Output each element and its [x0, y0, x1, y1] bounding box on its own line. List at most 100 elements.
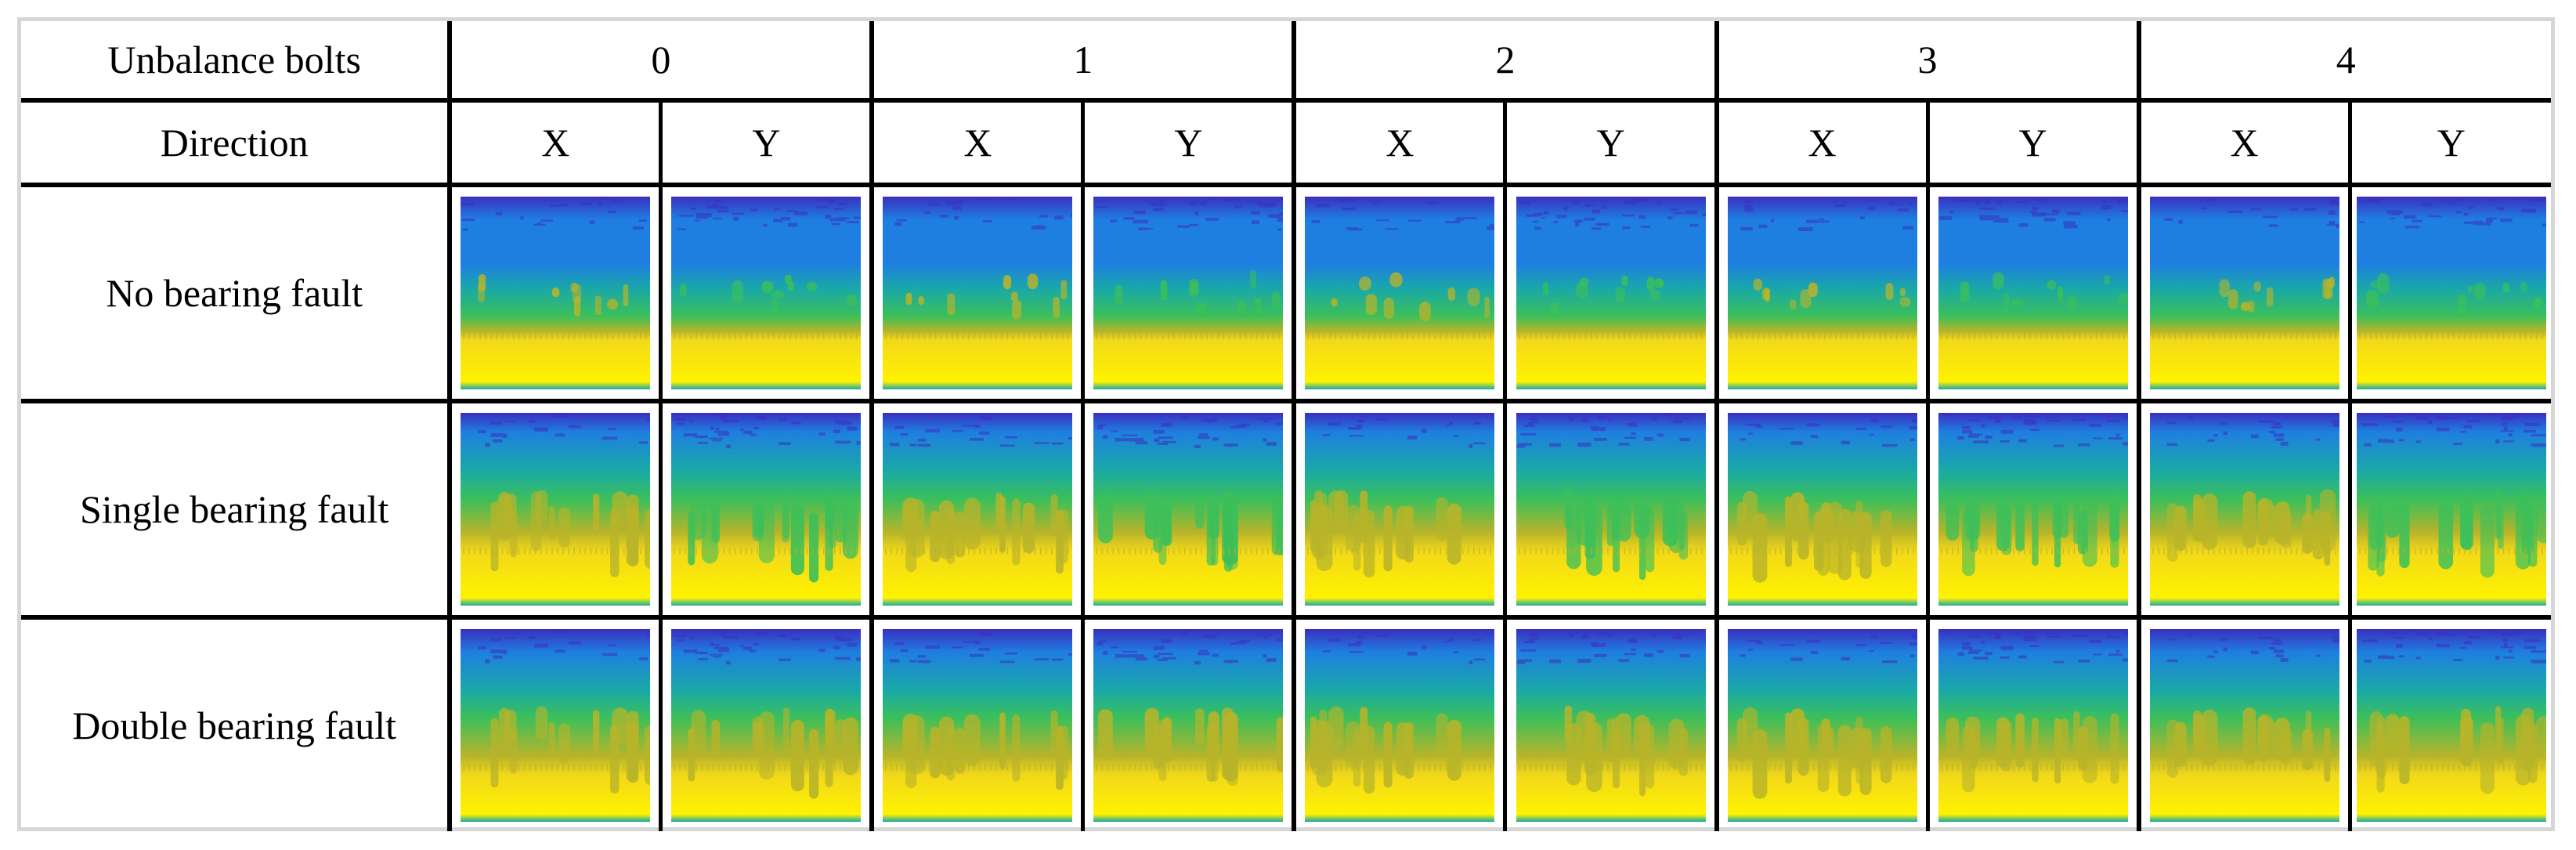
spectrogram-streaks: [1946, 711, 2119, 793]
spectrogram-cell: [659, 401, 873, 620]
spectrogram-streaks: [688, 491, 858, 583]
spectrogram-streaks: [1098, 490, 1284, 572]
spectrogram-noise: [894, 197, 1073, 230]
spectrogram-streaks: [1542, 275, 1664, 320]
spectrogram-noise: [1095, 197, 1284, 231]
direction-y: Y: [1925, 100, 2139, 187]
spectrogram-comb: [885, 764, 1070, 771]
row-label-double-bearing-fault: Double bearing fault: [72, 704, 397, 747]
direction-x: X: [1714, 100, 1928, 187]
bolt-count-1: 1: [869, 21, 1295, 103]
spectrogram-image: [1938, 629, 2128, 822]
spectrogram-image: [1938, 197, 2128, 389]
spectrogram-streaks: [902, 492, 1068, 574]
spectrogram-streaks: [2368, 490, 2546, 578]
spectrogram-image: [883, 413, 1073, 606]
spectrogram-noise: [1323, 413, 1495, 448]
spectrogram-cell: [2347, 617, 2551, 831]
spectrogram-image: [461, 197, 651, 389]
spectrogram-image: [1516, 197, 1706, 389]
spectrogram-image: [671, 197, 862, 389]
spectrogram-cell: [1292, 401, 1505, 620]
spectrogram-streaks: [2166, 489, 2336, 566]
spectrogram-image: [883, 197, 1073, 389]
spectrogram-image: [1727, 197, 1917, 389]
direction-y: Y: [2347, 100, 2551, 187]
spectrogram-comb: [2359, 548, 2543, 555]
spectrogram-noise: [478, 413, 651, 447]
spectrogram-noise: [1516, 629, 1706, 664]
spectrogram-cell: [869, 401, 1083, 620]
spectrogram-comb: [2151, 764, 2336, 771]
spectrogram-comb: [463, 764, 648, 771]
header-row-unbalance: Unbalance bolts 0 1 2 3 4: [21, 21, 2551, 103]
spectrogram-image: [2149, 197, 2339, 389]
spectrogram-cell: [1081, 617, 1295, 831]
spectrogram-streaks: [1331, 272, 1490, 321]
spectrogram-image: [2149, 413, 2339, 606]
row-label-no-bearing-fault: No bearing fault: [21, 185, 450, 403]
spectrogram-image: [883, 629, 1073, 822]
spectrogram-comb: [1518, 764, 1703, 771]
spectrogram-comb: [1307, 548, 1492, 555]
spectrogram-noise: [1097, 414, 1284, 449]
spectrogram-cell: [2347, 401, 2551, 620]
spectrogram-image: [671, 629, 862, 822]
spectrogram-cell: [1081, 185, 1295, 403]
spectrogram-cell: [447, 401, 661, 620]
spectrogram-cell: [869, 185, 1083, 403]
spectrogram-comb: [2359, 764, 2543, 771]
spectrogram-streaks: [478, 274, 629, 317]
direction-x: X: [1292, 100, 1505, 187]
spectrogram-cell: [1714, 185, 1928, 403]
spectrogram-comb: [1096, 333, 1281, 340]
spectrogram-comb: [674, 548, 858, 555]
spectrogram-comb: [1729, 333, 1914, 340]
spectrogram-streaks: [2219, 277, 2335, 313]
spectrogram-comb: [1518, 333, 1703, 340]
spectrogram-noise: [677, 198, 862, 230]
spectrogram-cell: [447, 185, 661, 403]
spectrogram-noise: [1740, 200, 1913, 232]
direction-x: X: [869, 100, 1083, 187]
spectrogram-comb: [885, 333, 1070, 340]
spectrogram-streaks: [680, 274, 858, 312]
spectrogram-streaks: [2166, 707, 2330, 783]
spectrogram-noise: [675, 413, 862, 449]
header-row-direction: Direction X Y X Y X Y X Y X Y: [21, 100, 2551, 187]
spectrogram-cell: [1503, 401, 1717, 620]
spectrogram-image: [1727, 413, 1917, 606]
spectrogram-comb: [674, 764, 858, 771]
spectrogram-noise: [478, 629, 651, 664]
spectrogram-noise: [2166, 416, 2339, 447]
spectrogram-cell: [1925, 185, 2139, 403]
spectrogram-streaks: [1753, 278, 1911, 310]
spectrogram-cell: [1925, 617, 2139, 831]
spectrogram-comb: [1096, 548, 1281, 555]
spectrogram-image: [1305, 413, 1495, 606]
spectrogram-image: [1093, 197, 1284, 389]
spectrogram-noise: [1942, 629, 2128, 664]
row-header-unbalance-bolts: Unbalance bolts: [21, 21, 450, 103]
spectrogram-image: [2149, 629, 2339, 822]
spectrogram-comb: [2151, 333, 2336, 340]
spectrogram-image: [1093, 629, 1284, 822]
spectrogram-cell: [1292, 185, 1505, 403]
spectrogram-comb: [1940, 333, 2125, 340]
row-label-single-bearing-fault: Single bearing fault: [21, 401, 450, 620]
spectrogram-comb: [1940, 548, 2125, 555]
spectrogram-image: [2356, 197, 2546, 389]
spectrogram-cell: [1714, 401, 1928, 620]
spectrogram-cell: [1503, 185, 1717, 403]
spectrogram-noise: [1097, 630, 1284, 665]
figure-frame: Unbalance bolts 0 1 2 3 4 Direction X Y …: [17, 17, 2555, 831]
spectrogram-noise: [2361, 413, 2546, 447]
spectrogram-streaks: [490, 490, 651, 577]
direction-y: Y: [1081, 100, 1295, 187]
spectrogram-noise: [2361, 629, 2546, 664]
spectrogram-noise: [890, 416, 1073, 447]
spectrogram-cell: [1714, 617, 1928, 831]
direction-x: X: [447, 100, 661, 187]
spectrogram-noise: [1739, 418, 1917, 447]
spectrogram-table: Unbalance bolts 0 1 2 3 4 Direction X Y …: [21, 21, 2551, 831]
